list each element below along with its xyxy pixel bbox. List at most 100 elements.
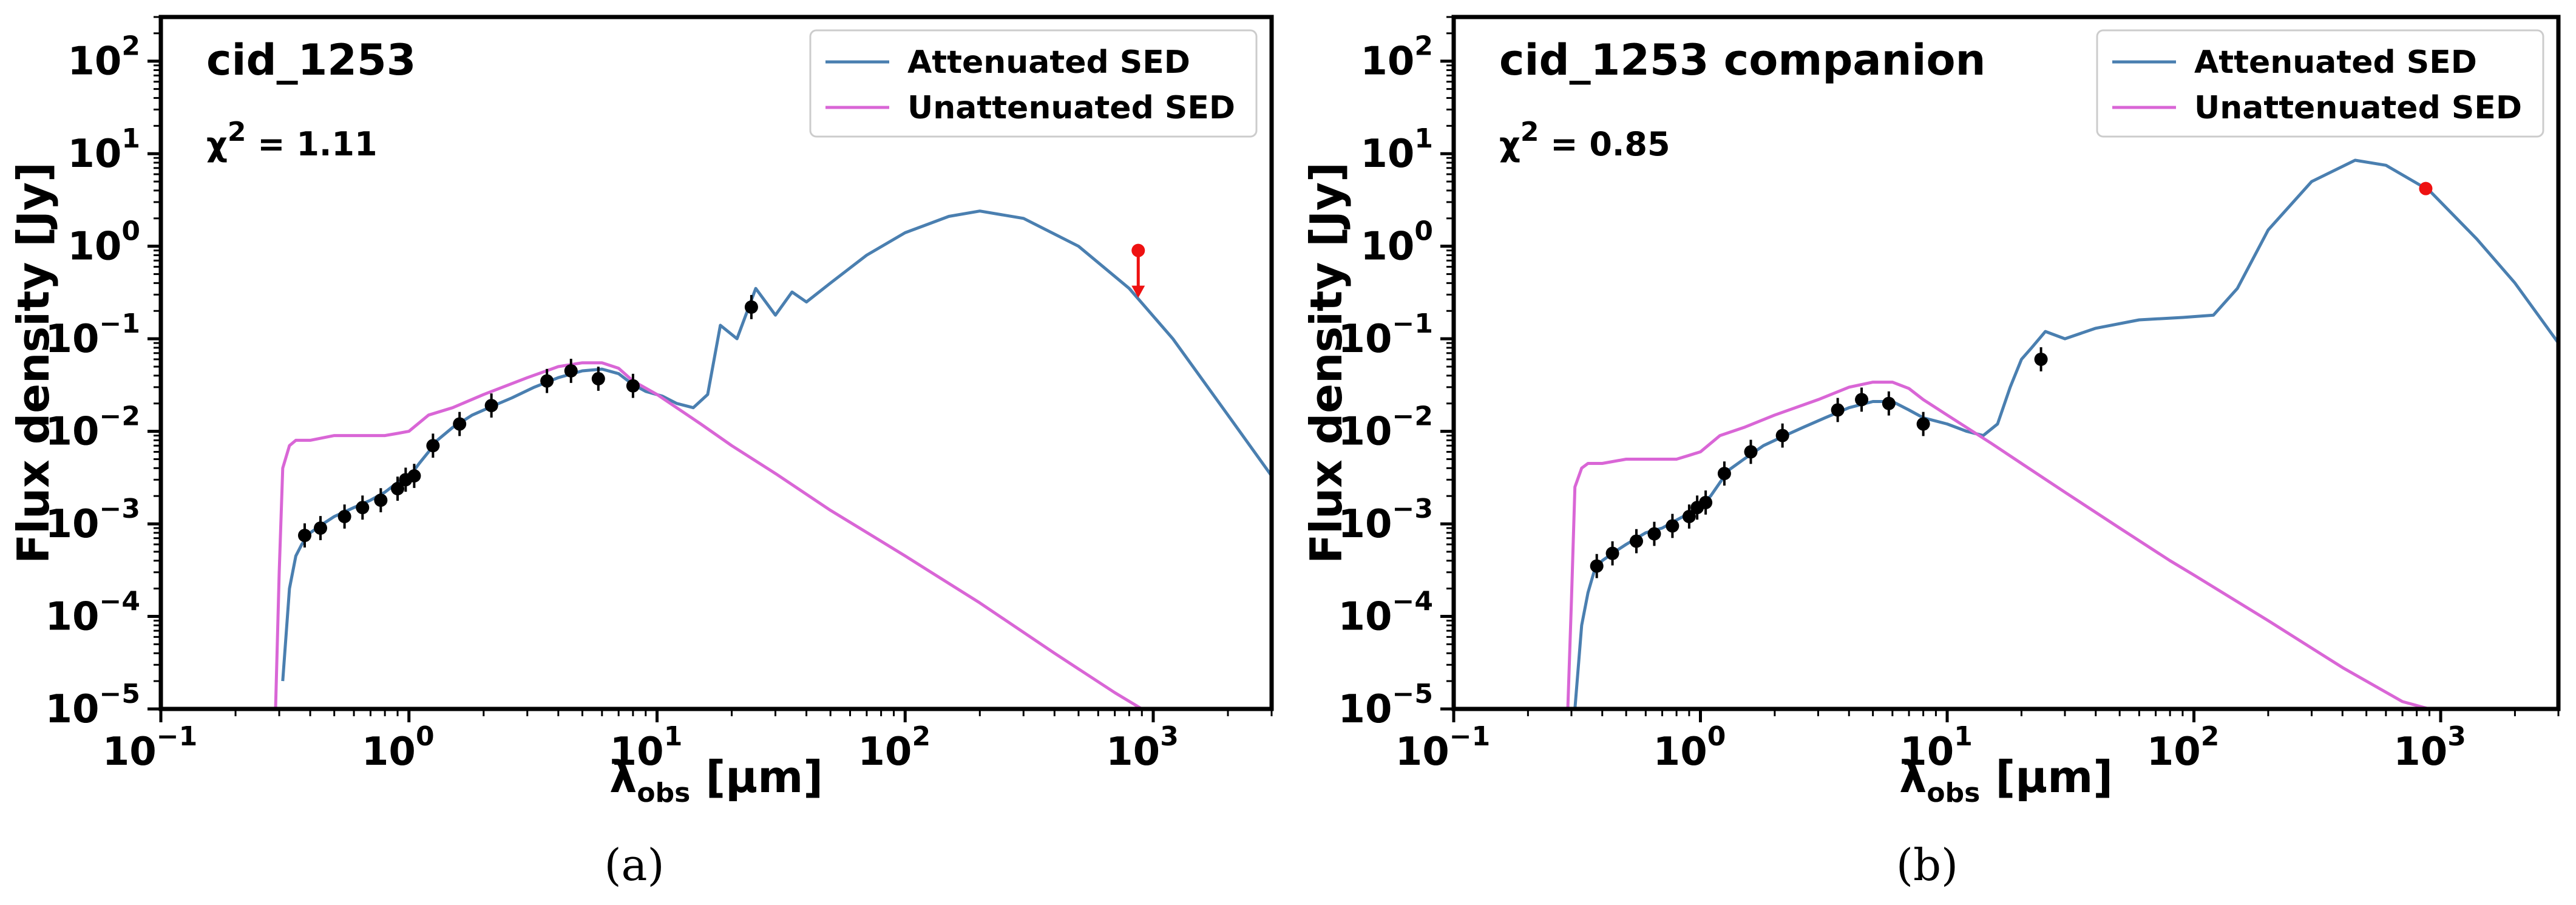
y-axis-label: Flux density [Jy] [1301, 162, 1352, 564]
y-tick-exponent: −2 [100, 401, 140, 432]
photometry-point [1682, 509, 1696, 523]
x-tick-base: 10 [1653, 730, 1707, 775]
x-axis-symbol: λ [609, 751, 637, 802]
x-tick-base: 10 [1395, 730, 1449, 775]
submm-point [2419, 181, 2433, 195]
photometry-point [1882, 396, 1896, 410]
chi-exponent: 2 [1520, 117, 1539, 147]
x-axis-label: λobs [μm] [609, 751, 823, 808]
photometry-point [1605, 546, 1619, 560]
x-tick-label: 10−1 [103, 721, 198, 775]
chi-squared-label: χ2 = 0.85 [1499, 117, 1670, 163]
x-tick-base: 10 [610, 730, 664, 775]
photometry-point [391, 482, 405, 496]
chi-squared-label: χ2 = 1.11 [206, 117, 378, 163]
y-tick-base: 10 [45, 687, 99, 732]
y-tick-label: 10−5 [45, 679, 140, 732]
x-tick-exponent: −1 [1449, 721, 1490, 752]
series-group [274, 209, 1272, 709]
y-tick-exponent: −5 [100, 679, 140, 710]
x-tick-label: 102 [858, 721, 930, 775]
y-tick-base: 10 [1360, 39, 1414, 84]
x-tick-base: 10 [1900, 730, 1954, 775]
y-tick-exponent: 0 [121, 216, 140, 247]
x-tick-label: 100 [362, 721, 435, 775]
y-tick-label: 100 [1360, 216, 1433, 269]
photometry-point [426, 439, 440, 453]
x-tick-exponent: 0 [1707, 721, 1726, 752]
photometry-point [744, 300, 758, 314]
y-tick-base: 10 [1338, 502, 1392, 547]
y-tick-exponent: 0 [1414, 216, 1433, 247]
y-axis-label: Flux density [Jy] [8, 162, 59, 564]
legend-box [2096, 29, 2544, 138]
x-tick-exponent: 2 [2201, 721, 2220, 752]
photometry-point [2034, 352, 2048, 366]
y-tick-exponent: −1 [1392, 308, 1433, 339]
y-tick-exponent: −3 [100, 493, 140, 524]
x-axis-units: [μm] [1980, 751, 2113, 802]
y-tick-label: 10−1 [1338, 308, 1433, 362]
y-tick-label: 10−3 [1338, 493, 1433, 547]
photometry-point [1831, 403, 1845, 417]
y-tick-exponent: 1 [121, 123, 140, 154]
y-tick-label: 10−4 [1338, 586, 1433, 640]
y-tick-base: 10 [67, 225, 121, 269]
y-tick-base: 10 [1360, 225, 1414, 269]
y-tick-exponent: 2 [1414, 31, 1433, 62]
legend-box [809, 29, 1258, 138]
legend-label: Attenuated SED [2194, 44, 2477, 81]
legend-label: Unattenuated SED [2194, 90, 2522, 126]
y-tick-base: 10 [1338, 595, 1392, 640]
x-tick-exponent: 3 [2447, 721, 2466, 752]
y-tick-base: 10 [1338, 687, 1392, 732]
series-group [1566, 158, 2558, 709]
x-tick-label: 10−1 [1395, 721, 1491, 775]
y-tick-base: 10 [67, 132, 121, 177]
chi-symbol: χ [206, 125, 228, 163]
photometry-point [356, 501, 370, 515]
x-tick-base: 10 [1106, 730, 1160, 775]
photometry-point [297, 529, 311, 543]
x-tick-exponent: 3 [1160, 721, 1179, 752]
x-tick-label: 101 [610, 721, 683, 775]
y-tick-base: 10 [67, 39, 121, 84]
y-tick-label: 100 [67, 216, 140, 269]
photometry-point [1666, 519, 1679, 533]
y-tick-base: 10 [45, 595, 99, 640]
x-axis-label: λobs [μm] [1899, 751, 2113, 808]
panel-title: cid_1253 [206, 35, 416, 85]
photometry-point [314, 521, 328, 535]
x-tick-exponent: 1 [1954, 721, 1973, 752]
y-tick-label: 10−5 [1338, 679, 1433, 732]
photometry-point [1775, 429, 1789, 442]
photometry-point [374, 493, 388, 507]
unattenuated-sed-line [274, 361, 1143, 709]
legend-label: Attenuated SED [907, 44, 1190, 81]
chi-symbol: χ [1499, 125, 1520, 163]
y-tick-exponent: −3 [1392, 493, 1433, 524]
y-tick-exponent: −2 [1392, 401, 1433, 432]
y-tick-base: 10 [45, 410, 99, 455]
photometry-point [1717, 467, 1731, 481]
photometry-point [1699, 495, 1713, 509]
panel-b: 10−1 100 101 102 10310−510−410−310−210−11001… [1301, 15, 2561, 890]
x-axis-symbol: λ [1899, 751, 1927, 802]
x-tick-exponent: −1 [157, 721, 197, 752]
plot-frame [158, 15, 1274, 711]
photometry-point [337, 509, 351, 523]
photometry-point [1744, 445, 1758, 459]
x-axis-subscript: obs [637, 778, 690, 808]
x-tick-base: 10 [858, 730, 912, 775]
photometry-point [1916, 417, 1930, 431]
x-tick-label: 102 [2147, 721, 2220, 775]
y-tick-base: 10 [1360, 132, 1414, 177]
y-tick-exponent: −1 [100, 308, 140, 339]
x-axis-subscript: obs [1927, 778, 1980, 808]
y-tick-label: 10−2 [45, 401, 140, 455]
x-tick-exponent: 1 [664, 721, 683, 752]
y-tick-base: 10 [1338, 410, 1392, 455]
chi-exponent: 2 [228, 117, 246, 147]
photometry-point [1647, 527, 1661, 541]
